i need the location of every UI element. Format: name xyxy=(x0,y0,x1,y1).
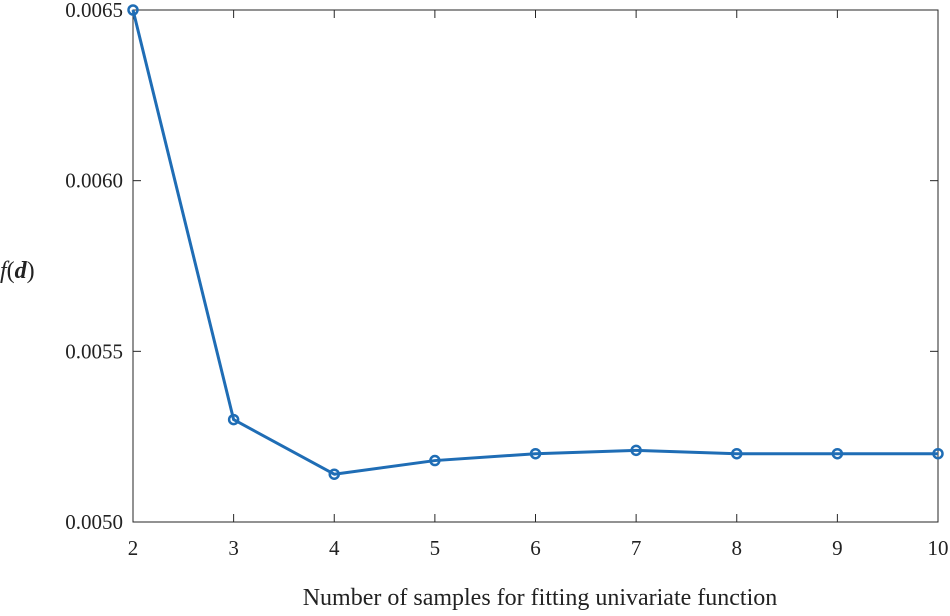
x-tick-label: 6 xyxy=(530,536,541,560)
y-tick-label: 0.0050 xyxy=(65,510,123,534)
data-point-marker xyxy=(328,468,340,480)
series-layer xyxy=(127,4,944,480)
x-tick-label: 5 xyxy=(430,536,441,560)
y-tick-label: 0.0065 xyxy=(65,0,123,22)
x-ticks: 2 3 4 5 6 7 8 9 10 xyxy=(128,10,949,560)
x-tick-label: 2 xyxy=(128,536,139,560)
x-tick-label: 8 xyxy=(732,536,743,560)
series-line xyxy=(131,9,938,476)
y-axis-title: f(d) xyxy=(0,258,35,284)
x-tick-label: 4 xyxy=(329,536,340,560)
data-point-marker xyxy=(630,444,642,457)
y-tick-label: 0.0055 xyxy=(65,339,123,363)
x-tick-label: 9 xyxy=(832,536,843,560)
data-point-marker xyxy=(932,447,944,460)
data-point-marker xyxy=(831,447,844,460)
x-axis-title: Number of samples for fitting univariate… xyxy=(303,585,778,611)
data-point-marker xyxy=(731,447,743,460)
y-tick-label: 0.0060 xyxy=(65,169,123,193)
data-point-marker xyxy=(227,413,240,426)
data-point-marker xyxy=(127,4,139,16)
plot-area-frame xyxy=(132,9,939,523)
x-tick-label: 7 xyxy=(631,536,642,560)
x-tick-label: 3 xyxy=(228,536,239,560)
x-tick-label: 10 xyxy=(928,536,949,560)
data-point-marker xyxy=(529,447,542,460)
data-point-marker xyxy=(429,454,441,467)
y-ticks: 0.0050 0.0055 0.0060 0.0065 xyxy=(65,0,938,534)
